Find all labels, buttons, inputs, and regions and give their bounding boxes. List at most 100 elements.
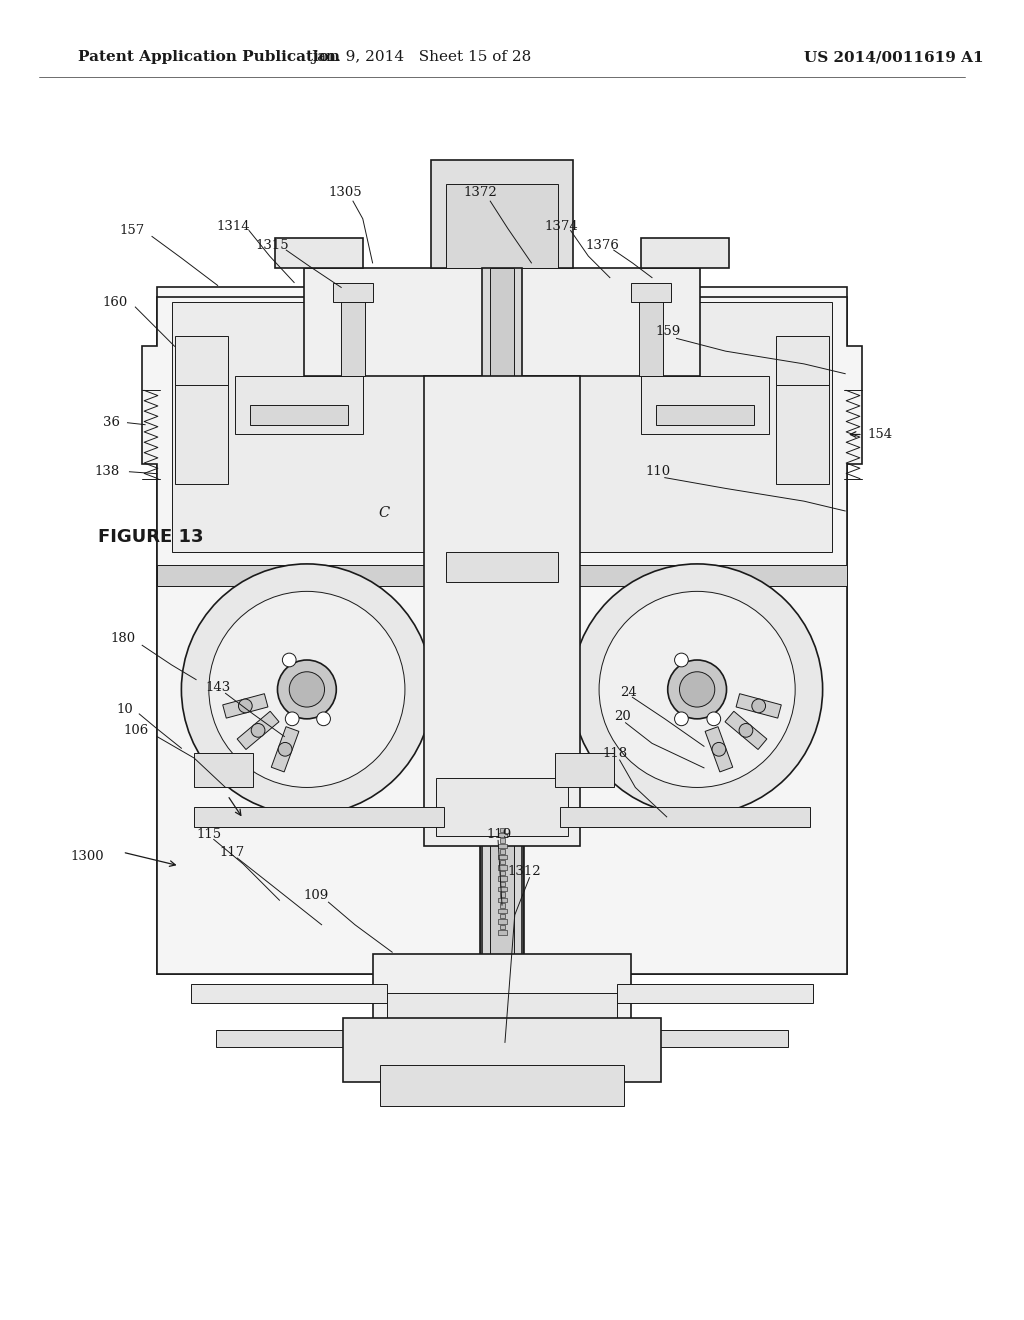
Circle shape	[239, 700, 252, 713]
Circle shape	[599, 591, 796, 788]
Circle shape	[278, 660, 336, 719]
Bar	[446, 185, 558, 268]
Polygon shape	[271, 727, 299, 772]
Text: 24: 24	[620, 686, 636, 698]
Bar	[500, 882, 505, 886]
Bar	[500, 892, 505, 896]
Polygon shape	[304, 268, 700, 376]
Bar	[174, 337, 228, 385]
Bar	[500, 925, 505, 929]
Bar	[498, 833, 507, 837]
Text: 1314: 1314	[216, 220, 250, 234]
Circle shape	[675, 711, 688, 726]
Bar	[373, 954, 632, 1052]
Bar	[616, 983, 813, 1003]
Bar	[498, 866, 507, 870]
Polygon shape	[222, 694, 268, 718]
Polygon shape	[142, 297, 480, 974]
Bar	[775, 356, 829, 483]
Bar	[498, 908, 507, 913]
Bar	[498, 898, 507, 902]
Text: 160: 160	[102, 296, 127, 309]
Circle shape	[286, 711, 299, 726]
Text: 159: 159	[655, 325, 680, 338]
Bar	[157, 565, 847, 586]
Bar	[341, 292, 365, 376]
Bar	[274, 239, 362, 268]
Polygon shape	[706, 727, 733, 772]
Circle shape	[675, 653, 688, 667]
Text: 138: 138	[94, 465, 120, 478]
Bar	[334, 282, 373, 302]
Circle shape	[279, 742, 292, 756]
Bar	[431, 160, 572, 268]
Bar	[775, 337, 829, 385]
Bar	[436, 777, 567, 837]
Text: FIGURE 13: FIGURE 13	[98, 528, 204, 546]
Circle shape	[707, 711, 721, 726]
Bar	[250, 405, 348, 425]
Bar	[500, 838, 505, 843]
Text: 109: 109	[303, 888, 329, 902]
Bar	[560, 807, 810, 826]
Bar	[498, 887, 507, 891]
Text: US 2014/0011619 A1: US 2014/0011619 A1	[804, 50, 984, 63]
Text: 1376: 1376	[585, 239, 618, 252]
Circle shape	[181, 564, 432, 814]
Text: 1315: 1315	[256, 239, 290, 252]
Text: 1300: 1300	[71, 850, 104, 862]
Polygon shape	[725, 711, 767, 750]
Bar	[381, 1065, 624, 1106]
Bar	[482, 268, 521, 1072]
Circle shape	[668, 660, 727, 719]
Bar	[195, 807, 444, 826]
Bar	[500, 861, 505, 865]
Text: 1305: 1305	[329, 186, 361, 199]
Bar	[498, 931, 507, 935]
Polygon shape	[523, 297, 862, 974]
Bar	[498, 854, 507, 859]
Text: C: C	[379, 506, 390, 520]
Text: 180: 180	[111, 632, 135, 645]
Circle shape	[283, 653, 296, 667]
Text: 115: 115	[197, 828, 221, 841]
Bar	[641, 239, 729, 268]
Bar	[498, 876, 507, 880]
Bar	[656, 405, 754, 425]
Bar	[174, 356, 228, 483]
Text: 10: 10	[117, 702, 133, 715]
Bar	[548, 302, 833, 552]
Circle shape	[251, 723, 265, 738]
Text: 1372: 1372	[464, 186, 498, 199]
Bar	[498, 919, 507, 924]
Circle shape	[316, 711, 331, 726]
Text: 143: 143	[206, 681, 231, 694]
Text: Patent Application Publication: Patent Application Publication	[79, 50, 340, 63]
Bar	[343, 1018, 660, 1081]
Bar	[500, 849, 505, 854]
Bar	[500, 828, 505, 832]
Circle shape	[739, 723, 753, 738]
Text: 118: 118	[602, 747, 627, 759]
Text: 1374: 1374	[544, 220, 578, 234]
Bar	[523, 288, 847, 974]
Text: 119: 119	[486, 828, 512, 841]
Bar	[622, 1030, 788, 1047]
Bar	[500, 871, 505, 875]
Text: 154: 154	[867, 428, 893, 441]
Bar	[490, 268, 514, 1072]
Bar	[216, 1030, 382, 1047]
Bar	[191, 983, 387, 1003]
Circle shape	[571, 564, 822, 814]
Bar	[639, 292, 663, 376]
Text: Jan. 9, 2014   Sheet 15 of 28: Jan. 9, 2014 Sheet 15 of 28	[311, 50, 531, 63]
Polygon shape	[736, 694, 781, 718]
Text: 1312: 1312	[508, 866, 542, 878]
Circle shape	[680, 672, 715, 708]
Bar	[555, 754, 613, 788]
Text: 36: 36	[102, 416, 120, 429]
Text: 20: 20	[613, 710, 631, 723]
Bar	[446, 552, 558, 582]
Text: 110: 110	[645, 465, 671, 478]
Bar	[387, 994, 616, 1038]
